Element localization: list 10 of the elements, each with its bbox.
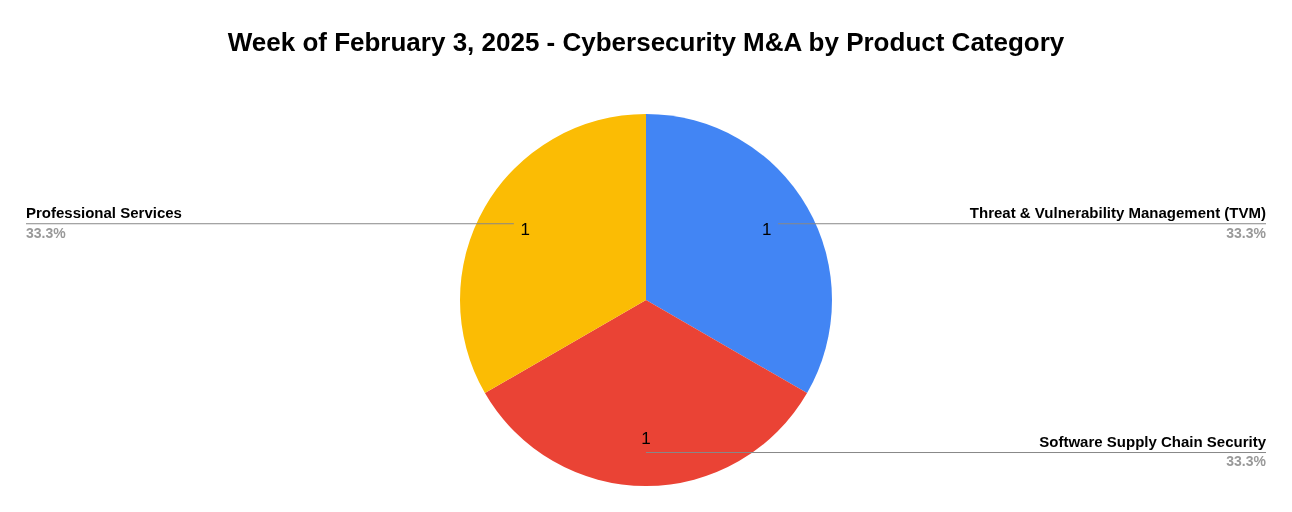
text: 33.3%: [1226, 453, 1266, 470]
text: 33.3%: [26, 224, 66, 241]
slice-label: Professional Services: [26, 204, 182, 222]
data-label: 1: [520, 219, 530, 239]
slice-label: Software Supply Chain Security: [1039, 433, 1267, 451]
slice-label: Threat & Vulnerability Management (TVM): [969, 204, 1266, 222]
data-label: 1: [762, 219, 772, 239]
chart-title: Week of February 3, 2025 - Cybersecurity M&A by Product Category: [227, 27, 1065, 58]
data-label: 1: [641, 429, 651, 449]
text: 33.3%: [1226, 224, 1266, 241]
